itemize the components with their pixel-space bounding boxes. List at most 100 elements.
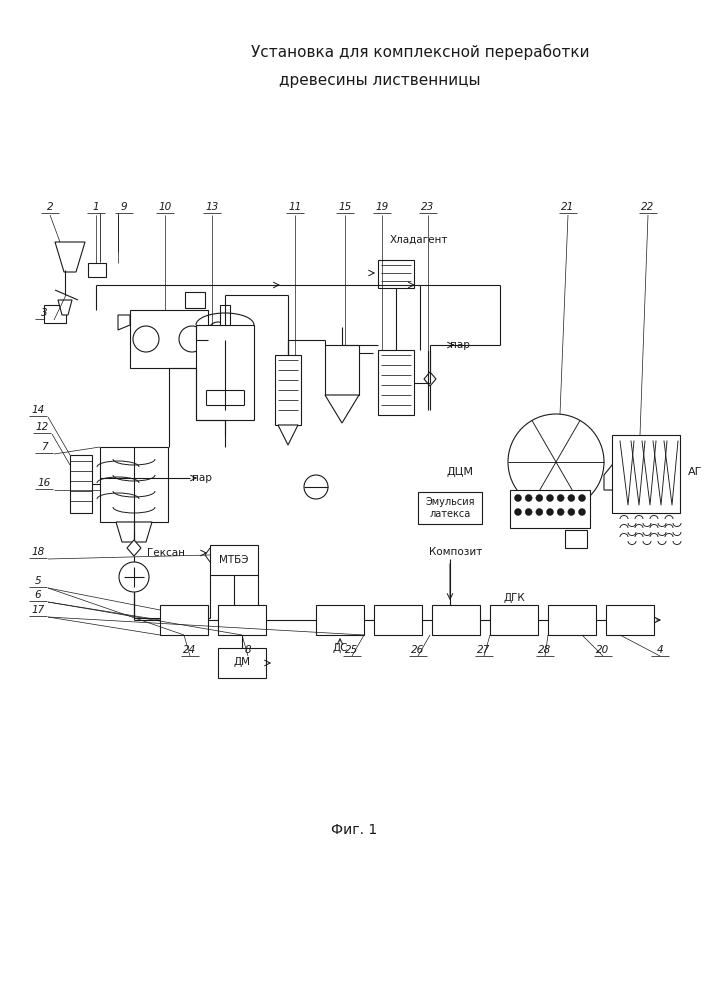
Circle shape (208, 322, 228, 342)
Bar (490, 605, 538, 635)
Circle shape (515, 508, 522, 516)
Text: Хладагент: Хладагент (390, 235, 448, 245)
Text: 17: 17 (31, 605, 45, 615)
Text: 15: 15 (339, 202, 351, 212)
Bar (70, 455, 92, 513)
Text: 14: 14 (31, 405, 45, 415)
Bar (374, 605, 422, 635)
Text: 3: 3 (41, 308, 47, 318)
Circle shape (536, 494, 543, 502)
Polygon shape (325, 395, 359, 423)
Bar (606, 605, 654, 635)
Text: 20: 20 (597, 645, 609, 655)
Circle shape (515, 494, 522, 502)
Text: 5: 5 (35, 576, 41, 586)
Text: 18: 18 (31, 547, 45, 557)
Bar (196, 325, 254, 420)
Text: 13: 13 (205, 202, 218, 212)
Circle shape (547, 508, 554, 516)
Text: 23: 23 (421, 202, 435, 212)
Bar (218, 648, 266, 678)
Bar (160, 605, 208, 635)
Circle shape (547, 494, 554, 502)
Circle shape (557, 494, 564, 502)
Bar (220, 305, 230, 325)
Polygon shape (58, 300, 72, 315)
Text: ДГК: ДГК (503, 593, 525, 603)
Bar (612, 435, 680, 513)
Circle shape (568, 494, 575, 502)
Text: Установка для комплексной переработки: Установка для комплексной переработки (251, 44, 589, 60)
Text: МТБЭ: МТБЭ (219, 555, 249, 565)
Circle shape (179, 326, 205, 352)
Circle shape (568, 508, 575, 516)
Text: 1: 1 (93, 202, 99, 212)
Bar (548, 605, 596, 635)
Text: пар: пар (192, 473, 212, 483)
Polygon shape (604, 460, 628, 490)
Circle shape (525, 494, 532, 502)
Bar (210, 545, 258, 575)
Text: 27: 27 (477, 645, 491, 655)
Text: древесины лиственницы: древесины лиственницы (279, 73, 481, 88)
Text: 12: 12 (35, 422, 49, 432)
Circle shape (578, 508, 585, 516)
Bar (275, 355, 301, 425)
Text: 9: 9 (121, 202, 127, 212)
Bar (88, 263, 106, 277)
Polygon shape (127, 540, 141, 556)
Text: 10: 10 (158, 202, 172, 212)
Bar (218, 605, 266, 635)
Polygon shape (424, 372, 436, 386)
Text: 21: 21 (561, 202, 575, 212)
Text: 25: 25 (346, 645, 358, 655)
Text: АГ: АГ (688, 467, 702, 477)
Text: 7: 7 (41, 442, 47, 452)
Text: 6: 6 (35, 590, 41, 600)
Bar (418, 492, 482, 524)
Bar (130, 310, 208, 368)
Text: 28: 28 (538, 645, 551, 655)
Text: пар: пар (450, 340, 470, 350)
Bar (510, 490, 590, 528)
Bar (565, 530, 587, 548)
Text: 26: 26 (411, 645, 425, 655)
Text: 11: 11 (288, 202, 302, 212)
Bar (100, 447, 168, 522)
Circle shape (536, 508, 543, 516)
Text: Композит: Композит (429, 547, 483, 557)
Bar (325, 345, 359, 395)
Text: 24: 24 (183, 645, 197, 655)
Text: ДЦМ: ДЦМ (447, 467, 474, 477)
Circle shape (508, 414, 604, 510)
Text: Гексан: Гексан (147, 548, 185, 558)
Bar (316, 605, 364, 635)
Text: 22: 22 (641, 202, 655, 212)
Polygon shape (278, 425, 298, 445)
Bar (378, 260, 414, 288)
Circle shape (119, 562, 149, 592)
Circle shape (133, 326, 159, 352)
Text: 16: 16 (37, 478, 51, 488)
Circle shape (557, 508, 564, 516)
Polygon shape (55, 242, 85, 272)
Circle shape (304, 475, 328, 499)
Text: 19: 19 (375, 202, 389, 212)
Circle shape (525, 508, 532, 516)
Circle shape (578, 494, 585, 502)
Text: 8: 8 (245, 645, 251, 655)
Polygon shape (116, 522, 152, 542)
Text: ДС: ДС (332, 643, 348, 653)
Text: 4: 4 (657, 645, 663, 655)
Bar (185, 292, 205, 308)
Bar (378, 350, 414, 415)
Text: 2: 2 (47, 202, 53, 212)
Bar (432, 605, 480, 635)
Bar (44, 305, 66, 323)
Polygon shape (205, 548, 215, 562)
Polygon shape (118, 315, 130, 330)
Text: Эмульсия: Эмульсия (425, 497, 474, 507)
Text: латекса: латекса (429, 509, 471, 519)
Text: ДМ: ДМ (233, 657, 250, 667)
Text: Фиг. 1: Фиг. 1 (331, 823, 377, 837)
